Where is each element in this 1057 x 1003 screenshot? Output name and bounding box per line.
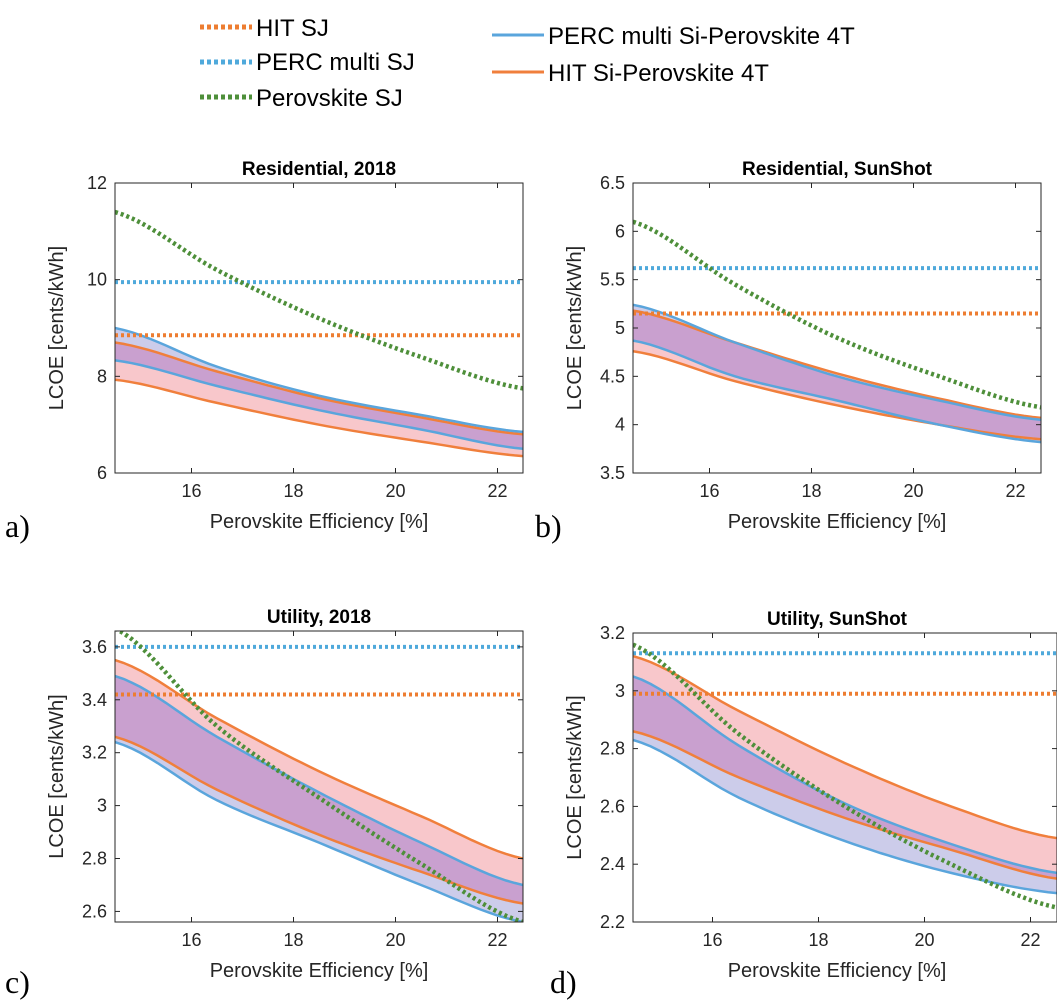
x-tick-label: 18 (808, 930, 828, 950)
panel-label: d) (550, 964, 577, 1000)
y-tick-label: 5 (615, 318, 625, 338)
series-perc-4t-upper (633, 675, 1057, 875)
chart-title: Residential, SunShot (742, 159, 933, 180)
y-tick-label: 3.2 (82, 743, 107, 763)
y-tick-label: 5.5 (600, 270, 625, 290)
series-perc-4t-upper (115, 326, 523, 434)
x-tick-label: 20 (914, 930, 934, 950)
x-tick-label: 18 (283, 481, 303, 501)
chart-panels: 16 18 20 22 6 8 10 12 Residential, 2018 Perovskit… (5, 159, 1057, 1000)
series-perovskite-sj (115, 209, 523, 391)
y-axis-label: LCOE [cents/kWh] (564, 246, 586, 411)
legend: HIT SJ PERC multi SJ Perovskite SJ PERC mul… (200, 15, 855, 112)
y-tick-label: 3.5 (600, 463, 625, 483)
legend-label-3: PERC multi Si-Perovskite 4T (548, 23, 855, 50)
panel-label: c) (5, 964, 30, 1000)
y-tick-label: 6 (615, 221, 625, 241)
panel-label: b) (535, 508, 562, 544)
x-tick-label: 22 (487, 481, 507, 501)
y-tick-label: 2.8 (600, 739, 625, 759)
series-hit-4t-lower (633, 730, 1057, 880)
y-tick-label: 2.8 (82, 849, 107, 869)
y-tick-label: 8 (97, 366, 107, 386)
axes-box (114, 182, 524, 474)
y-tick-label: 3 (97, 796, 107, 816)
y-tick-label: 4.5 (600, 366, 625, 386)
series-hit-4t-upper (115, 341, 523, 436)
series-perovskite-sj (633, 642, 1057, 910)
x-axis-label: Perovskite Efficiency [%] (728, 511, 947, 533)
series-perc-4t-lower (115, 359, 523, 451)
panel-b: 16 18 20 22 3.5 4 4.5 5 5.5 6 6.5 Residential, SunS… (535, 159, 1042, 544)
y-axis-label: LCOE [cents/kWh] (564, 695, 586, 860)
panel-d: 16 18 20 22 2.2 2.4 2.6 2.8 3 3.2 Utility, SunShot… (550, 609, 1057, 1000)
axes-box (632, 632, 1057, 923)
series-perc-4t-upper (633, 303, 1041, 422)
y-tick-label: 6.5 (600, 173, 625, 193)
x-tick-label: 22 (1005, 481, 1025, 501)
y-tick-label: 2.6 (600, 796, 625, 816)
x-tick-label: 16 (181, 930, 201, 950)
y-tick-label: 2.2 (600, 912, 625, 932)
y-tick-label: 3 (615, 681, 625, 701)
x-tick-label: 18 (283, 930, 303, 950)
axes-box (114, 630, 524, 923)
y-tick-label: 12 (87, 173, 107, 193)
x-tick-label: 20 (903, 481, 923, 501)
x-tick-label: 22 (487, 930, 507, 950)
series-hit-4t-upper (633, 309, 1041, 420)
series-perovskite-sj (633, 219, 1041, 410)
chart-title: Utility, 2018 (267, 607, 371, 628)
x-tick-label: 20 (385, 930, 405, 950)
series-hit-4t-upper (115, 658, 523, 860)
x-axis-label: Perovskite Efficiency [%] (728, 960, 947, 982)
x-tick-label: 16 (181, 481, 201, 501)
x-axis-label: Perovskite Efficiency [%] (210, 511, 429, 533)
x-axis-label: Perovskite Efficiency [%] (210, 960, 429, 982)
chart-title: Residential, 2018 (242, 159, 396, 180)
overlap-band (115, 342, 523, 449)
series-perc-4t-lower (633, 339, 1041, 444)
y-tick-label: 3.4 (82, 690, 107, 710)
y-axis-label: LCOE [cents/kWh] (46, 694, 68, 859)
series-hit-4t-lower (115, 378, 523, 458)
x-tick-label: 20 (385, 481, 405, 501)
x-tick-label: 22 (1020, 930, 1040, 950)
y-tick-label: 2.4 (600, 854, 625, 874)
overlap-band (115, 676, 523, 904)
y-tick-label: 10 (87, 270, 107, 290)
y-axis-label: LCOE [cents/kWh] (46, 246, 68, 411)
series-perovskite-sj (115, 631, 523, 922)
legend-label-2: Perovskite SJ (256, 85, 403, 112)
legend-label-4: HIT Si-Perovskite 4T (548, 60, 769, 87)
x-tick-label: 18 (801, 481, 821, 501)
y-tick-label: 6 (97, 463, 107, 483)
y-tick-label: 3.6 (82, 637, 107, 657)
x-tick-label: 16 (702, 930, 722, 950)
legend-label-1: PERC multi SJ (256, 49, 415, 76)
series-hit-4t-upper (633, 654, 1057, 840)
panel-label: a) (5, 508, 30, 544)
x-tick-label: 16 (699, 481, 719, 501)
legend-label-0: HIT SJ (256, 15, 329, 42)
series-perc-4t-upper (115, 674, 523, 887)
y-tick-label: 4 (615, 415, 625, 435)
panel-c: 16 18 20 22 2.6 2.8 3 3.2 3.4 3.6 Utility, 2018 Per… (5, 607, 524, 1000)
series-perc-4t-lower (115, 740, 523, 922)
y-tick-label: 3.2 (600, 623, 625, 643)
panel-a: 16 18 20 22 6 8 10 12 Residential, 2018 Perovskit… (5, 159, 524, 544)
y-tick-label: 2.6 (82, 901, 107, 921)
chart-title: Utility, SunShot (767, 609, 908, 630)
